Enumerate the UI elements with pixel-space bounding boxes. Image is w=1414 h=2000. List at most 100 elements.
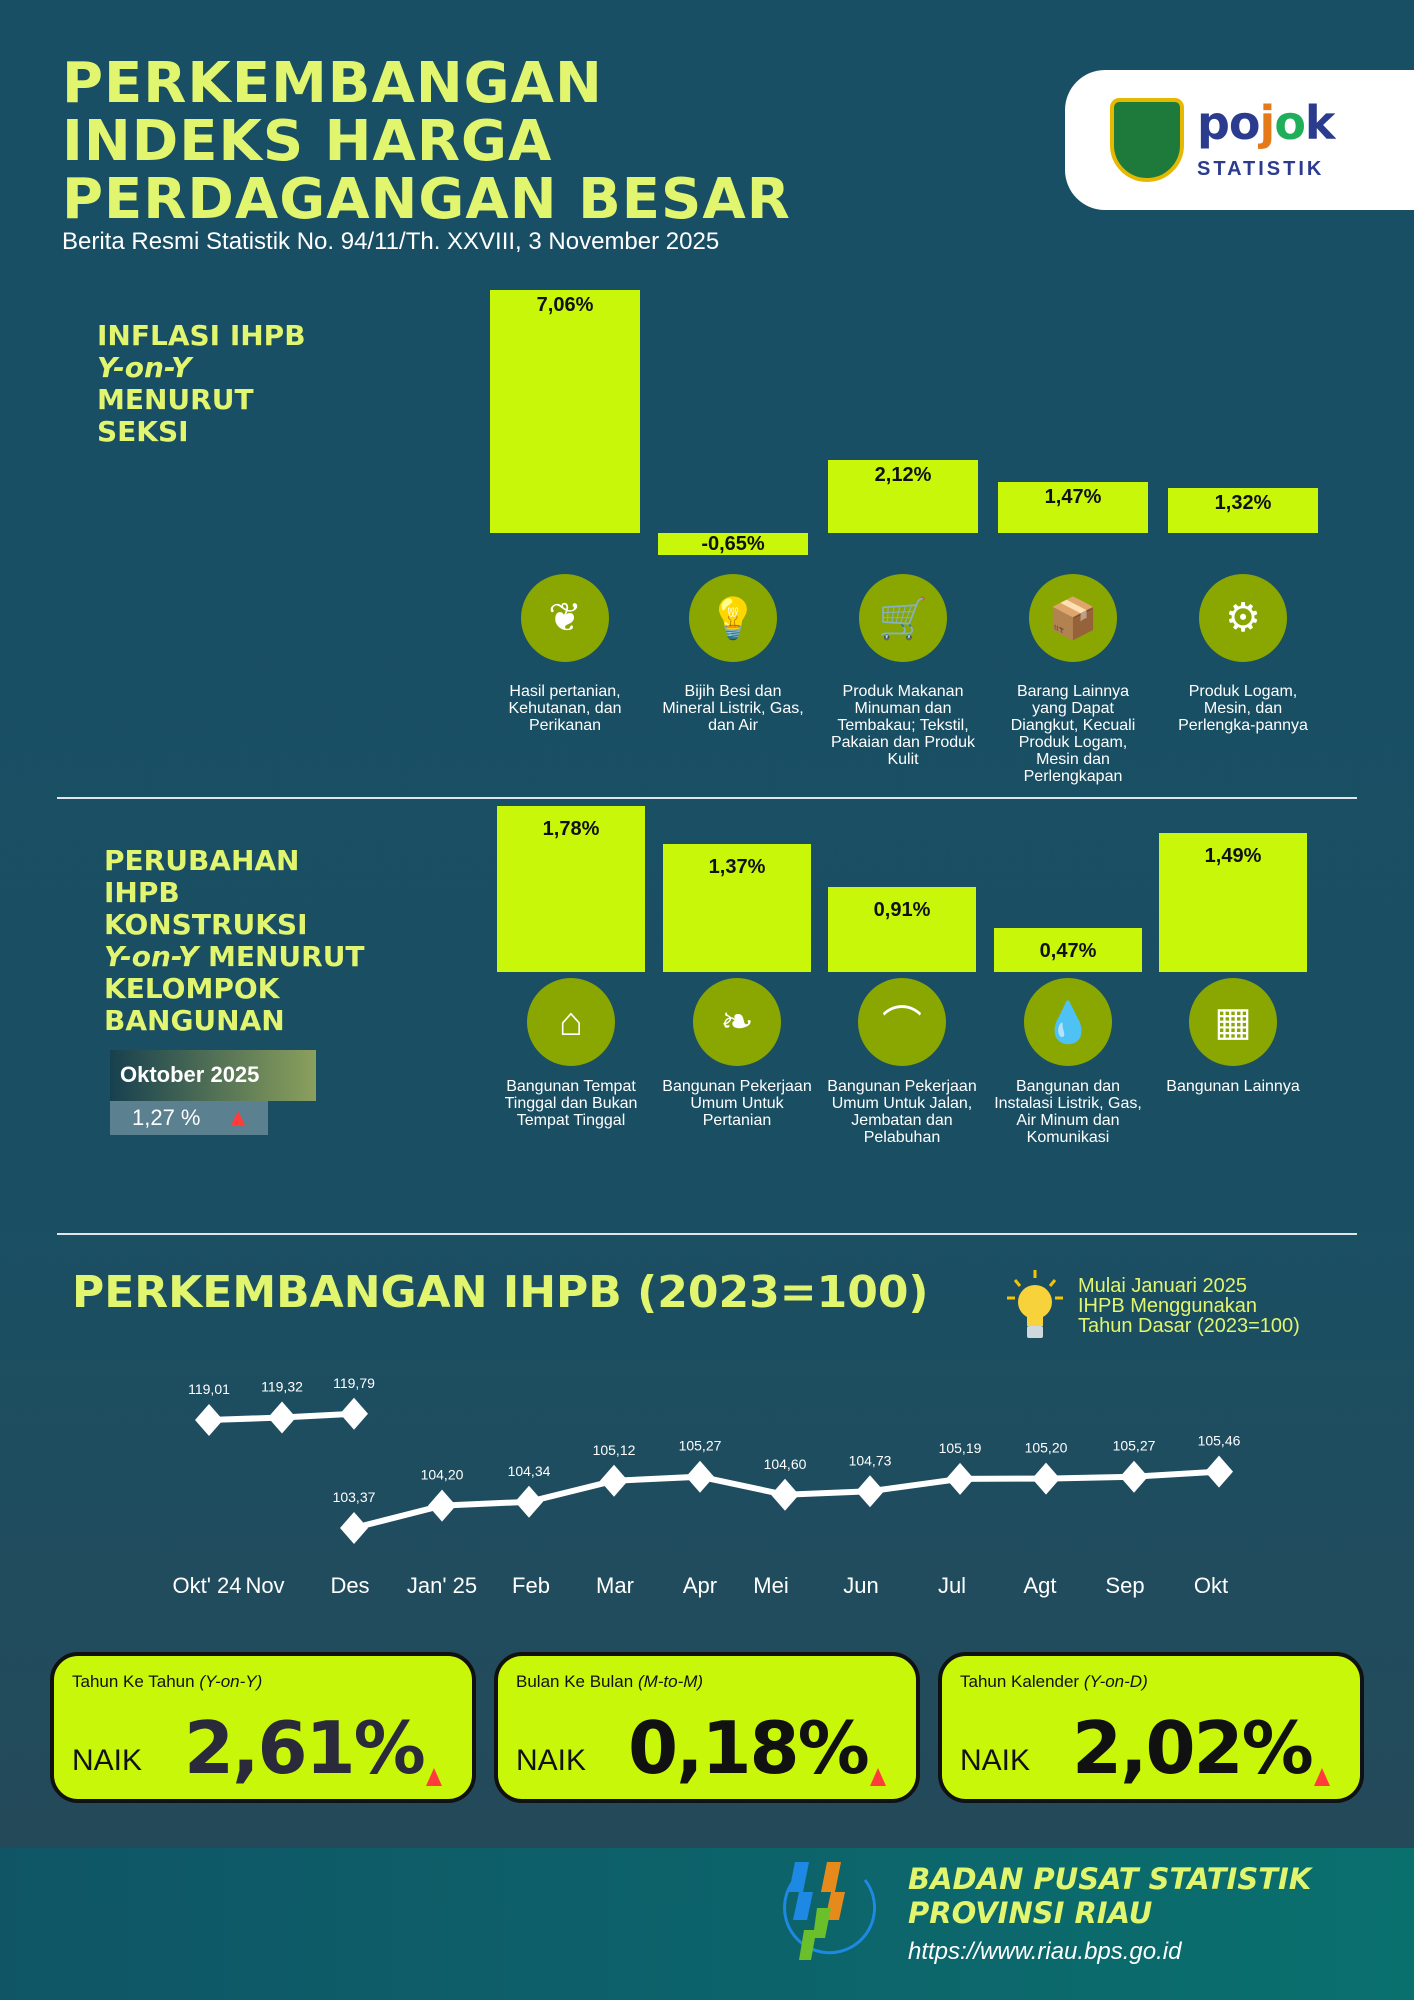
bar: 0,47% — [994, 928, 1142, 972]
data-label: 104,20 — [421, 1467, 464, 1483]
category-label: Hasil pertanian, Kehutanan, dan Perikana… — [508, 683, 622, 734]
data-point — [340, 1397, 368, 1430]
data-point — [771, 1478, 799, 1511]
x-tick-label: Sep — [1105, 1573, 1145, 1598]
bps-url-link[interactable]: https://www.riau.bps.go.id — [908, 1938, 1182, 1965]
up-arrow-icon — [870, 1768, 886, 1786]
data-point — [1205, 1455, 1233, 1488]
title-line: MENURUT — [207, 940, 365, 973]
data-point — [856, 1475, 884, 1508]
bar: 0,91% — [828, 887, 976, 972]
lightbulb-icon — [1005, 1268, 1065, 1348]
up-arrow-icon — [1314, 1768, 1330, 1786]
bps-org-name: BADAN PUSAT STATISTIK PROVINSI RIAU — [908, 1862, 1311, 1930]
section3-title: PERKEMBANGAN IHPB (2023=100) — [72, 1267, 929, 1318]
category-label: Bangunan Pekerjaan Umum Untuk Jalan, Jem… — [827, 1078, 977, 1146]
title-line: KELOMPOK — [104, 972, 280, 1005]
data-point — [515, 1485, 543, 1518]
bar-value-label: 2,12% — [874, 464, 932, 487]
kpi-card: Tahun Kalender (Y-on-D) NAIK 2,02% — [938, 1652, 1364, 1803]
kpi-label: Tahun Ke Tahun (Y-on-Y) — [72, 1672, 262, 1692]
pojok-statistik-logo: pojok STATISTIK — [1065, 70, 1414, 210]
data-label: 105,20 — [1025, 1440, 1068, 1456]
bps-logo-icon — [783, 1862, 876, 1960]
data-point — [686, 1460, 714, 1493]
title-line: SEKSI — [97, 415, 189, 448]
up-arrow-icon — [426, 1768, 442, 1786]
kpi-direction: NAIK — [516, 1744, 587, 1777]
ihpb-line-chart: 119,01 119,32 119,79 103,37 104,20 104,34 105,… — [0, 0, 1414, 1640]
kpi-value: 2,61% — [184, 1706, 426, 1790]
up-arrow-icon — [230, 1111, 245, 1125]
title-line: PERKEMBANGAN — [62, 51, 603, 116]
category-label: Barang Lainnya yang Dapat Diangkut, Kecu… — [1010, 683, 1136, 785]
divider — [57, 797, 1357, 799]
bar: 1,32% — [1168, 487, 1318, 533]
bar: 2,12% — [828, 460, 978, 533]
x-tick-label: Okt' 24 — [172, 1573, 242, 1598]
subtitle: Berita Resmi Statistik No. 94/11/Th. XXV… — [62, 228, 720, 255]
data-label: 104,34 — [508, 1463, 551, 1479]
buildings-icon: ▦ — [1189, 978, 1277, 1066]
x-tick-label: Feb — [512, 1573, 550, 1598]
x-tick-label: Jul — [937, 1573, 967, 1598]
bar-value-label: 1,32% — [1214, 491, 1272, 514]
farm-house-icon: ❧ — [693, 978, 781, 1066]
data-label: 104,60 — [764, 1456, 807, 1472]
shopping-cart-icon: 🛒 — [859, 574, 947, 662]
category-label: Bijih Besi dan Mineral Listrik, Gas, dan… — [662, 683, 804, 734]
title-line: BANGUNAN — [104, 1004, 285, 1037]
x-tick-label: Des — [330, 1573, 370, 1598]
title-line: MENURUT — [97, 383, 254, 416]
data-point — [195, 1404, 223, 1436]
period-value-text: 1,27 % — [132, 1105, 201, 1130]
plant-icon: ❦ — [521, 574, 609, 662]
title-line: KONSTRUKSI — [104, 908, 308, 941]
kpi-label-text: Tahun Ke Tahun — [72, 1672, 195, 1691]
base-year-note: Mulai Januari 2025 IHPB Menggunakan Tahu… — [1078, 1276, 1300, 1336]
kpi-label-text: Bulan Ke Bulan — [516, 1672, 634, 1691]
title-line: Y-on-Y — [97, 351, 192, 384]
water-drop-icon: 💧 — [1024, 978, 1112, 1066]
title-line: PERUBAHAN — [104, 844, 300, 877]
section2-title: PERUBAHAN IHPB KONSTRUKSI Y-on-Y MENURUT… — [104, 845, 365, 1037]
data-point — [946, 1462, 974, 1495]
x-tick-label: Mar — [596, 1573, 634, 1598]
data-point — [1120, 1460, 1148, 1493]
note-line: Mulai Januari 2025 — [1078, 1275, 1247, 1297]
kpi-direction: NAIK — [72, 1744, 143, 1777]
bar-value-label: 1,49% — [1204, 844, 1262, 867]
bridge-icon: ⌒ — [858, 978, 946, 1066]
bar: 1,78% — [497, 805, 645, 972]
data-point — [268, 1401, 296, 1434]
data-label: 119,32 — [261, 1379, 303, 1395]
logo-sub: STATISTIK — [1197, 158, 1325, 180]
period-label: Oktober 2025 — [110, 1050, 316, 1101]
kpi-label-em: (Y-on-D) — [1083, 1672, 1148, 1691]
bar: 1,47% — [998, 482, 1148, 533]
note-line: Tahun Dasar (2023=100) — [1078, 1315, 1300, 1337]
kpi-label-em: (Y-on-Y) — [199, 1672, 263, 1691]
kpi-card: Bulan Ke Bulan (M-to-M) NAIK 0,18% — [494, 1652, 920, 1803]
bar-value-label: 0,47% — [1039, 940, 1097, 963]
footer: BADAN PUSAT STATISTIK PROVINSI RIAU http… — [0, 1848, 1414, 2000]
bar: 7,06% — [490, 290, 640, 533]
bar-value-label: 1,37% — [708, 856, 766, 879]
org-line: PROVINSI RIAU — [908, 1896, 1153, 1930]
box-icon: 📦 — [1029, 574, 1117, 662]
kpi-card: Tahun Ke Tahun (Y-on-Y) NAIK 2,61% — [50, 1652, 476, 1803]
riau-seal-icon — [1110, 98, 1184, 182]
category-label: Bangunan Pekerjaan Umum Untuk Pertanian — [662, 1078, 812, 1129]
x-tick-label: Nov — [245, 1573, 285, 1598]
data-label: 105,46 — [1198, 1433, 1241, 1449]
kpi-label-text: Tahun Kalender — [960, 1672, 1080, 1691]
bar: 1,49% — [1159, 832, 1307, 972]
x-tick-label: Jun — [843, 1573, 879, 1598]
title-line: INDEKS HARGA — [62, 109, 553, 174]
x-tick-label: Jan' 25 — [406, 1573, 478, 1598]
x-tick-label: Apr — [682, 1573, 718, 1598]
kpi-value: 2,02% — [1072, 1706, 1314, 1790]
bar: 1,37% — [663, 844, 811, 972]
data-label: 105,27 — [679, 1438, 722, 1454]
title-line: PERDAGANGAN BESAR — [62, 167, 791, 232]
